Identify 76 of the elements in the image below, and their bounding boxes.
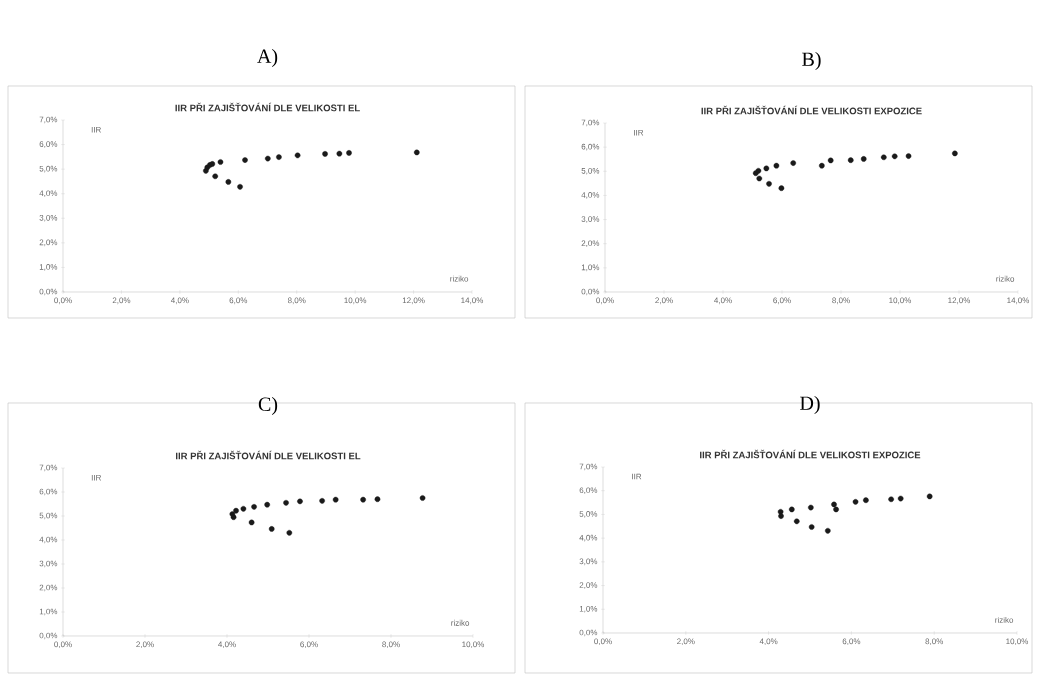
x-axis-title: riziko [451,619,470,626]
x-tick-label: 12,0% [402,297,425,305]
x-tick-label: 14,0% [461,297,484,305]
x-tick-label: 2,0% [677,638,695,646]
y-tick-label: 5,0% [39,512,58,520]
x-tick-label: 6,0% [842,638,861,646]
x-tick-label: 8,0% [287,297,306,305]
y-tick-label: 5,0% [581,167,600,175]
x-tick-label: 6,0% [300,641,318,649]
y-tick-label: 6,0% [39,488,58,496]
y-tick-label: 1,0% [579,605,598,613]
x-tick-label: 8,0% [925,638,944,646]
y-tick-label: 2,0% [39,239,58,247]
x-tick-label: 10,0% [344,297,367,305]
x-tick-label: 0,0% [594,638,612,646]
y-axis-title: IIR [91,126,101,133]
x-tick-label: 2,0% [655,297,673,305]
x-tick-label: 0,0% [596,297,614,305]
chart-subtitle: IIR PŘI ZAJIŠŤOVÁNÍ DLE VELIKOSTI EL [175,102,360,112]
x-tick-label: 10,0% [889,297,912,305]
chart-title: D) [800,395,820,415]
x-tick-label: 0,0% [54,297,72,305]
chart-title: C) [258,396,278,416]
y-tick-label: 4,0% [39,190,58,197]
x-tick-label: 0,0% [54,641,72,649]
y-tick-label: 5,0% [39,165,58,173]
x-tick-label: 2,0% [136,641,154,649]
y-tick-label: 0,0% [39,632,58,640]
chart-title: A) [257,48,278,68]
y-tick-label: 6,0% [579,487,598,494]
y-tick-label: 7,0% [39,464,58,472]
chart-title: B) [802,51,821,71]
x-tick-label: 8,0% [832,297,850,305]
y-tick-label: 1,0% [39,264,58,271]
y-tick-label: 7,0% [579,463,598,471]
y-tick-label: 6,0% [39,141,58,148]
x-tick-label: 2,0% [112,297,131,305]
y-tick-label: 1,0% [39,608,58,616]
y-tick-label: 0,0% [579,629,598,637]
x-axis-title: riziko [996,275,1015,282]
chart-subtitle: IIR PŘI ZAJIŠŤOVÁNÍ DLE VELIKOSTI EXPOZICE [701,105,922,115]
x-tick-label: 10,0% [1006,638,1029,646]
y-tick-label: 0,0% [39,288,58,296]
y-tick-label: 5,0% [579,511,598,518]
y-tick-label: 2,0% [579,582,598,589]
x-axis-title: riziko [995,616,1014,623]
y-tick-label: 2,0% [39,584,58,592]
x-tick-label: 8,0% [382,641,400,649]
y-axis-title: IIR [91,474,101,481]
y-tick-label: 3,0% [39,214,58,222]
y-axis-title: IIR [634,129,644,136]
y-tick-label: 1,0% [581,264,600,272]
y-tick-label: 6,0% [581,143,600,151]
y-tick-label: 4,0% [581,192,600,199]
x-tick-label: 4,0% [218,641,236,649]
y-tick-label: 0,0% [581,288,600,296]
x-axis-title: riziko [450,275,469,282]
y-tick-label: 4,0% [39,536,58,544]
y-tick-label: 7,0% [39,116,58,124]
x-tick-label: 12,0% [948,297,971,305]
x-tick-label: 14,0% [1007,297,1030,305]
x-tick-label: 10,0% [462,641,485,649]
y-tick-label: 4,0% [579,534,598,542]
y-tick-label: 3,0% [39,560,58,568]
y-tick-label: 3,0% [581,216,600,223]
chart-subtitle: IIR PŘI ZAJIŠŤOVÁNÍ DLE VELIKOSTI EXPOZICE [700,449,921,459]
y-axis-title: IIR [632,473,642,480]
x-tick-label: 4,0% [714,297,732,305]
y-tick-label: 3,0% [579,558,598,566]
x-tick-label: 4,0% [759,638,778,646]
chart-subtitle: IIR PŘI ZAJIŠŤOVÁNÍ DLE VELIKOSTI EL [176,450,361,460]
y-tick-label: 7,0% [581,119,600,127]
x-tick-label: 6,0% [229,297,248,305]
x-tick-label: 6,0% [773,297,791,305]
y-tick-label: 2,0% [581,240,600,247]
x-tick-label: 4,0% [170,297,189,305]
